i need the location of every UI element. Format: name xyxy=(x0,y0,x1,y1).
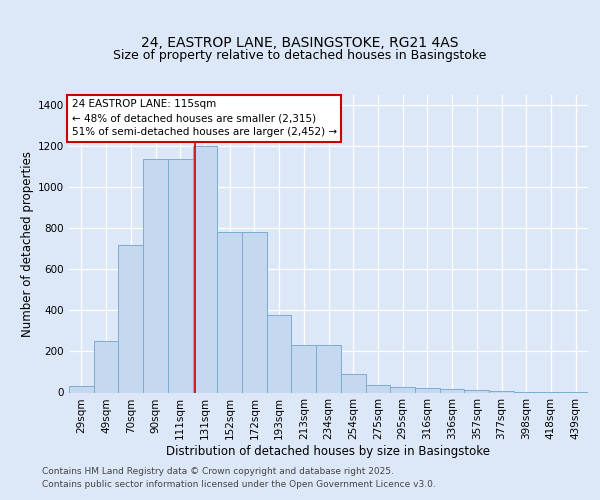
Bar xyxy=(415,388,440,392)
Text: Contains public sector information licensed under the Open Government Licence v3: Contains public sector information licen… xyxy=(42,480,436,489)
Bar xyxy=(168,158,193,392)
Bar xyxy=(292,346,316,393)
Bar xyxy=(267,314,292,392)
Bar xyxy=(69,386,94,392)
Bar xyxy=(316,346,341,393)
Bar xyxy=(118,245,143,392)
Bar xyxy=(193,146,217,392)
Text: Contains HM Land Registry data © Crown copyright and database right 2025.: Contains HM Land Registry data © Crown c… xyxy=(42,467,394,476)
X-axis label: Distribution of detached houses by size in Basingstoke: Distribution of detached houses by size … xyxy=(167,445,491,458)
Bar xyxy=(94,341,118,392)
Bar xyxy=(440,390,464,392)
Bar xyxy=(242,232,267,392)
Text: 24 EASTROP LANE: 115sqm
← 48% of detached houses are smaller (2,315)
51% of semi: 24 EASTROP LANE: 115sqm ← 48% of detache… xyxy=(71,100,337,138)
Bar xyxy=(365,386,390,392)
Bar xyxy=(143,158,168,392)
Y-axis label: Number of detached properties: Number of detached properties xyxy=(21,151,34,337)
Bar xyxy=(464,390,489,392)
Bar xyxy=(341,374,365,392)
Text: Size of property relative to detached houses in Basingstoke: Size of property relative to detached ho… xyxy=(113,49,487,62)
Bar xyxy=(217,232,242,392)
Bar xyxy=(390,388,415,392)
Text: 24, EASTROP LANE, BASINGSTOKE, RG21 4AS: 24, EASTROP LANE, BASINGSTOKE, RG21 4AS xyxy=(141,36,459,50)
